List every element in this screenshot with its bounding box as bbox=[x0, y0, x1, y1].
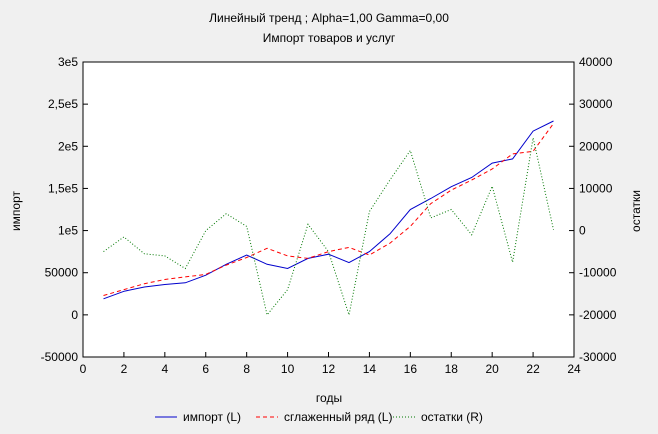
y-left-tick-label: 2e5 bbox=[58, 139, 78, 153]
x-tick-label: 2 bbox=[121, 362, 128, 376]
x-tick-label: 4 bbox=[161, 362, 168, 376]
y-right-axis-label: остатки bbox=[629, 190, 643, 232]
y-left-tick-label: 3e5 bbox=[58, 55, 78, 69]
x-tick-label: 6 bbox=[202, 362, 209, 376]
y-left-tick-label: -50000 bbox=[41, 350, 79, 364]
y-left-axis-label: импорт bbox=[9, 190, 23, 231]
legend-label: импорт (L) bbox=[183, 410, 241, 424]
legend-label: остатки (R) bbox=[421, 410, 483, 424]
x-axis-ticks: 0 2 4 6 8 10 12 14 16 18 20 22 24 bbox=[80, 352, 581, 376]
legend: импорт (L) сглаженный ряд (L) остатки (R) bbox=[155, 410, 483, 424]
y-right-tick-label: -30000 bbox=[579, 350, 617, 364]
x-tick-label: 14 bbox=[363, 362, 377, 376]
x-tick-label: 16 bbox=[404, 362, 418, 376]
y-right-tick-label: 40000 bbox=[579, 55, 613, 69]
x-tick-label: 22 bbox=[526, 362, 540, 376]
y-right-tick-label: 0 bbox=[579, 224, 586, 238]
series-layer bbox=[103, 120, 554, 317]
chart-subtitle: Импорт товаров и услуг bbox=[263, 31, 396, 45]
x-tick-label: 10 bbox=[281, 362, 295, 376]
y-left-tick-label: 2,5e5 bbox=[48, 97, 78, 111]
series-line-2 bbox=[103, 123, 554, 296]
y-right-tick-label: 10000 bbox=[579, 181, 613, 195]
y-left-tick-label: 1,5e5 bbox=[48, 181, 78, 195]
series-line-1 bbox=[103, 120, 554, 300]
x-tick-label: 8 bbox=[243, 362, 250, 376]
y-right-tick-label: -20000 bbox=[579, 308, 617, 322]
y-right-tick-label: -10000 bbox=[579, 266, 617, 280]
y-right-axis-ticks: -30000 -20000 -10000 0 10000 20000 30000 40000 bbox=[569, 55, 617, 364]
x-tick-label: 18 bbox=[445, 362, 459, 376]
plot-area bbox=[82, 61, 575, 358]
x-tick-label: 24 bbox=[567, 362, 581, 376]
chart-title: Линейный тренд ; Alpha=1,00 Gamma=0,00 bbox=[209, 11, 449, 25]
x-tick-label: 0 bbox=[80, 362, 87, 376]
y-right-tick-label: 30000 bbox=[579, 97, 613, 111]
y-left-tick-label: 50000 bbox=[45, 266, 79, 280]
legend-label: сглаженный ряд (L) bbox=[284, 410, 392, 424]
x-tick-label: 20 bbox=[485, 362, 499, 376]
x-axis-label: годы bbox=[316, 391, 342, 405]
y-left-tick-label: 1e5 bbox=[58, 224, 78, 238]
y-left-axis-ticks: -50000 0 50000 1e5 1,5e5 2e5 2,5e5 3e5 bbox=[41, 55, 88, 364]
x-tick-label: 12 bbox=[322, 362, 336, 376]
y-left-tick-label: 0 bbox=[71, 308, 78, 322]
y-right-tick-label: 20000 bbox=[579, 139, 613, 153]
